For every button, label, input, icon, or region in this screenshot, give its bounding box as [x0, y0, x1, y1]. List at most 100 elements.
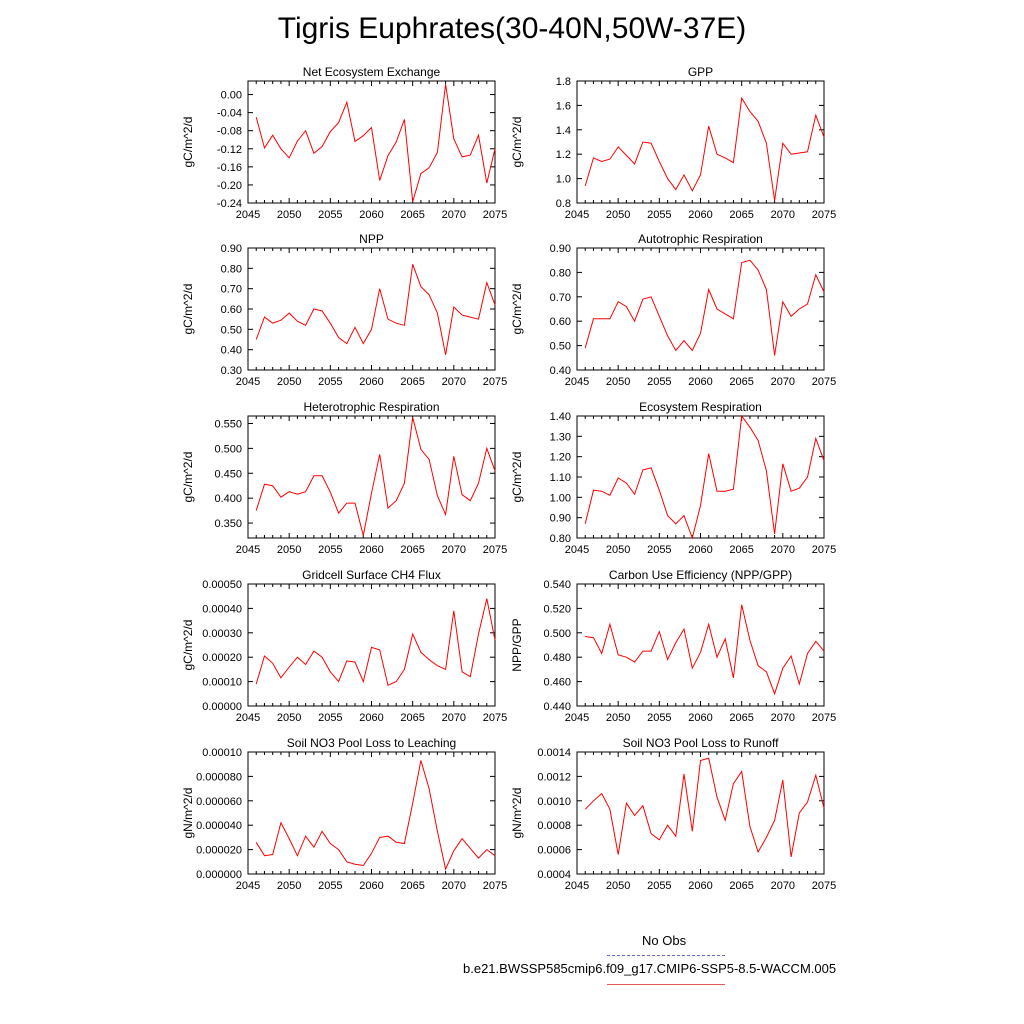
x-tick-label: 2045: [236, 209, 260, 221]
series-line: [584, 96, 825, 201]
y-tick-label: 0.0006: [537, 845, 571, 857]
x-tick-label: 2045: [565, 376, 589, 388]
x-tick-label: 2060: [359, 209, 383, 221]
y-tick-label: 1.30: [550, 431, 571, 443]
y-tick-label: 1.0: [556, 174, 571, 186]
y-tick-label: 0.00010: [202, 747, 242, 759]
x-tick-label: 2050: [606, 544, 630, 556]
y-axis-label: gN/m^2/d: [181, 788, 195, 839]
x-tick-label: 2070: [771, 376, 795, 388]
y-axis-label: gC/m^2/d: [181, 620, 195, 671]
y-tick-label: 0.480: [543, 652, 571, 664]
x-tick-label: 2075: [483, 209, 507, 221]
x-tick-label: 2065: [400, 376, 424, 388]
x-tick-label: 2070: [442, 376, 466, 388]
y-tick-label: 0.70: [550, 292, 571, 304]
x-tick-label: 2055: [318, 376, 342, 388]
x-tick-label: 2065: [400, 712, 424, 724]
y-axis-label: gC/m^2/d: [510, 117, 524, 168]
y-tick-label: 1.00: [550, 492, 571, 504]
x-tick-label: 2050: [277, 209, 301, 221]
y-tick-label: 0.00000: [202, 701, 242, 713]
y-tick-label: 0.00: [221, 90, 242, 102]
x-tick-label: 2055: [647, 209, 671, 221]
y-tick-label: 0.540: [543, 579, 571, 591]
y-tick-label: 0.40: [550, 365, 571, 377]
y-tick-label: 0.000080: [196, 771, 242, 783]
x-tick-label: 2050: [277, 544, 301, 556]
x-tick-label: 2045: [236, 376, 260, 388]
x-tick-label: 2070: [771, 544, 795, 556]
y-tick-label: 1.10: [550, 472, 571, 484]
plot-frame: [576, 80, 825, 204]
x-tick-label: 2075: [483, 712, 507, 724]
y-tick-label: 0.000000: [196, 869, 242, 881]
x-tick-label: 2075: [812, 880, 836, 892]
x-tick-label: 2045: [565, 880, 589, 892]
y-axis-label: gC/m^2/d: [181, 284, 195, 335]
y-tick-label: 0.460: [543, 677, 571, 689]
x-tick-label: 2045: [565, 712, 589, 724]
y-tick-label: 0.00050: [202, 579, 242, 591]
y-tick-label: 0.500: [214, 443, 242, 455]
series-line: [584, 414, 825, 540]
x-tick-label: 2060: [359, 880, 383, 892]
y-tick-label: -0.16: [217, 162, 242, 174]
x-tick-label: 2055: [647, 712, 671, 724]
x-tick-label: 2065: [400, 209, 424, 221]
y-tick-label: -0.08: [217, 126, 242, 138]
x-tick-label: 2070: [442, 209, 466, 221]
plot-frame: [576, 583, 825, 707]
x-tick-label: 2060: [688, 712, 712, 724]
series-line: [255, 417, 496, 536]
y-tick-label: 0.350: [214, 518, 242, 530]
y-tick-label: 1.40: [550, 411, 571, 423]
y-tick-label: 0.40: [221, 345, 242, 357]
x-tick-label: 2055: [647, 376, 671, 388]
x-tick-label: 2055: [647, 880, 671, 892]
y-axis-label: gC/m^2/d: [181, 452, 195, 503]
y-tick-label: 0.0014: [537, 747, 571, 759]
x-tick-label: 2045: [565, 209, 589, 221]
y-tick-label: -0.20: [217, 180, 242, 192]
panel-title: GPP: [688, 65, 713, 79]
y-tick-label: 0.70: [221, 284, 242, 296]
y-axis-label: gC/m^2/d: [510, 284, 524, 335]
legend-model-line: [607, 984, 725, 985]
panel-title: NPP: [359, 232, 384, 246]
panel-title: Net Ecosystem Exchange: [303, 65, 441, 79]
legend-obs-line: [607, 955, 725, 956]
y-tick-label: 1.2: [556, 149, 571, 161]
y-tick-label: 1.6: [556, 100, 571, 112]
x-tick-label: 2065: [729, 376, 753, 388]
y-tick-label: 0.0008: [537, 820, 571, 832]
y-tick-label: 0.400: [214, 493, 242, 505]
x-tick-label: 2050: [606, 376, 630, 388]
series-line: [255, 264, 496, 355]
x-tick-label: 2070: [771, 209, 795, 221]
x-tick-label: 2075: [812, 712, 836, 724]
y-tick-label: 0.50: [550, 341, 571, 353]
x-tick-label: 2045: [236, 544, 260, 556]
y-tick-label: 0.000060: [196, 796, 242, 808]
y-tick-label: 0.80: [221, 263, 242, 275]
x-tick-label: 2055: [318, 544, 342, 556]
y-tick-label: 0.50: [221, 324, 242, 336]
y-tick-label: 0.0010: [537, 796, 571, 808]
x-tick-label: 2065: [400, 880, 424, 892]
y-tick-label: 0.80: [550, 267, 571, 279]
x-tick-label: 2050: [277, 880, 301, 892]
x-tick-label: 2050: [606, 880, 630, 892]
panel-title: Ecosystem Respiration: [639, 400, 762, 414]
y-tick-label: 0.60: [550, 316, 571, 328]
y-tick-label: 0.30: [221, 365, 242, 377]
y-tick-label: 1.4: [556, 125, 571, 137]
y-tick-label: 0.90: [221, 243, 242, 255]
y-tick-label: 0.00030: [202, 628, 242, 640]
y-tick-label: 0.550: [214, 418, 242, 430]
x-tick-label: 2075: [812, 209, 836, 221]
x-tick-label: 2060: [688, 209, 712, 221]
panel-title: Soil NO3 Pool Loss to Leaching: [287, 736, 456, 750]
y-axis-label: gN/m^2/d: [510, 788, 524, 839]
x-tick-label: 2070: [771, 880, 795, 892]
